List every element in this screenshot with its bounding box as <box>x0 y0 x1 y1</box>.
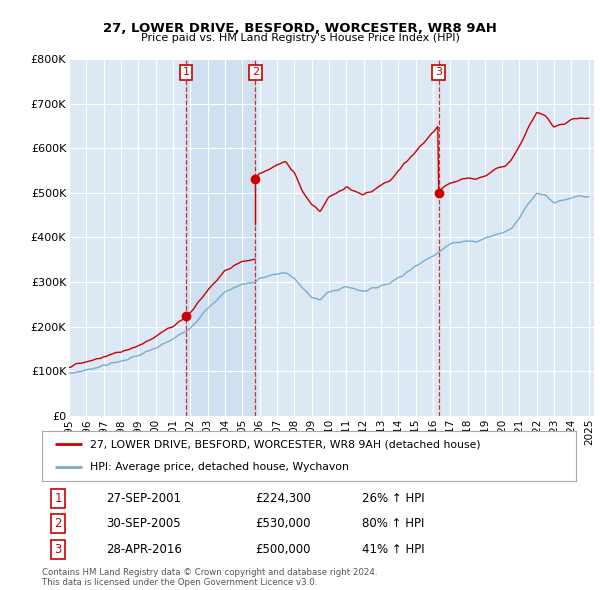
Text: HPI: Average price, detached house, Wychavon: HPI: Average price, detached house, Wych… <box>90 463 349 473</box>
Text: 2: 2 <box>251 67 259 77</box>
Text: 3: 3 <box>55 543 62 556</box>
Text: 30-SEP-2005: 30-SEP-2005 <box>106 517 181 530</box>
Text: 80% ↑ HPI: 80% ↑ HPI <box>362 517 425 530</box>
Text: £500,000: £500,000 <box>256 543 311 556</box>
Text: Price paid vs. HM Land Registry's House Price Index (HPI): Price paid vs. HM Land Registry's House … <box>140 33 460 43</box>
Text: 28-APR-2016: 28-APR-2016 <box>106 543 182 556</box>
Text: 1: 1 <box>54 491 62 504</box>
Text: 1: 1 <box>182 67 190 77</box>
Text: Contains HM Land Registry data © Crown copyright and database right 2024.
This d: Contains HM Land Registry data © Crown c… <box>42 568 377 587</box>
Text: £530,000: £530,000 <box>256 517 311 530</box>
Text: 3: 3 <box>435 67 442 77</box>
Text: £224,300: £224,300 <box>256 491 311 504</box>
Text: 2: 2 <box>54 517 62 530</box>
Text: 27, LOWER DRIVE, BESFORD, WORCESTER, WR8 9AH: 27, LOWER DRIVE, BESFORD, WORCESTER, WR8… <box>103 22 497 35</box>
Text: 26% ↑ HPI: 26% ↑ HPI <box>362 491 425 504</box>
Text: 41% ↑ HPI: 41% ↑ HPI <box>362 543 425 556</box>
Bar <box>186 59 255 416</box>
Text: 27-SEP-2001: 27-SEP-2001 <box>106 491 181 504</box>
Text: 27, LOWER DRIVE, BESFORD, WORCESTER, WR8 9AH (detached house): 27, LOWER DRIVE, BESFORD, WORCESTER, WR8… <box>90 439 481 449</box>
